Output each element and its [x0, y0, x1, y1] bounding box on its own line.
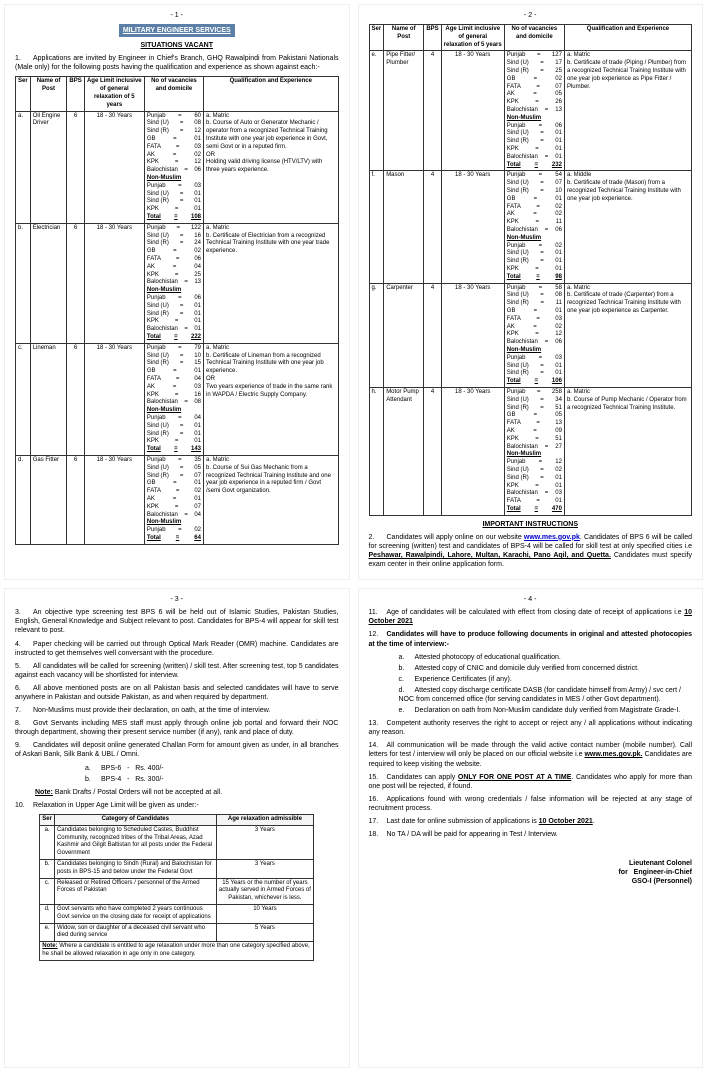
instr-9: 9.Candidates will deposit online generat…	[15, 741, 339, 759]
instr-14: 14.All communication will be made throug…	[369, 741, 693, 768]
col-header: Qualification and Experience	[564, 25, 691, 51]
instr-4: 4.Paper checking will be carried out thr…	[15, 640, 339, 658]
instr-11: 11.Age of candidates will be calculated …	[369, 608, 693, 626]
col-header: Qualification and Experience	[204, 77, 339, 111]
doc-row: d.Attested copy discharge certificate DA…	[399, 686, 693, 704]
page-3: - 3 - 3.An objective type screening test…	[4, 588, 350, 1068]
instr-12: 12.Candidates will have to produce follo…	[369, 630, 693, 648]
col-header: No of vacancies and domicile	[144, 77, 203, 111]
col-header: Age Limit inclusive of general relaxatio…	[84, 77, 144, 111]
posts-table-1: SerName of PostBPSAge Limit inclusive of…	[15, 76, 339, 544]
col-header: BPS	[424, 25, 441, 51]
instr-7: 7.Non-Muslims must provide their declara…	[15, 706, 339, 715]
instr-16: 16.Applications found with wrong credent…	[369, 795, 693, 813]
instr-17: 17.Last date for online submission of ap…	[369, 817, 693, 826]
relax-row: d.Govt servants who have completed 2 yea…	[40, 904, 314, 923]
post-row: c.Lineman618 - 30 YearsPunjab=79Sind (U)…	[16, 343, 339, 455]
instr-6: 6.All above mentioned posts are on all P…	[15, 684, 339, 702]
post-row: e.Pipe Fitter/ Plumber418 - 30 YearsPunj…	[369, 51, 692, 171]
doc-row: a.Attested photocopy of educational qual…	[399, 653, 693, 662]
docs-list: a.Attested photocopy of educational qual…	[369, 653, 693, 716]
relax-table: SerCategory of CandidatesAge relaxation …	[39, 814, 314, 961]
instr-8: 8.Govt Servants including MES staff must…	[15, 719, 339, 737]
doc-row: b.Attested copy of CNIC and domicile dul…	[399, 664, 693, 673]
relax-row: e.Widow, son or daughter of a deceased c…	[40, 923, 314, 942]
fee-note: Note: Bank Drafts / Postal Orders will n…	[35, 788, 339, 797]
instr-18: 18.No TA / DA will be paid for appearing…	[369, 830, 693, 839]
instr-10: 10.Relaxation in Upper Age Limit will be…	[15, 801, 339, 810]
instr-5: 5.All candidates will be called for scre…	[15, 662, 339, 680]
relax-row: b.Candidates belonging to Sindh (Rural) …	[40, 859, 314, 878]
website-link[interactable]: www.mes.gov.pk	[524, 534, 580, 541]
page-number: - 2 -	[369, 11, 693, 20]
post-row: f.Mason418 - 30 YearsPunjab=54Sind (U)=0…	[369, 171, 692, 283]
fee-list: a.BPS-6 - Rs. 400/- b.BPS-4 - Rs. 300/-	[55, 764, 339, 784]
page-number: - 1 -	[15, 11, 339, 20]
sub-title: SITUATIONS VACANT	[15, 41, 339, 50]
instr-15: 15.Candidates can apply ONLY FOR ONE POS…	[369, 773, 693, 791]
doc-row: c.Experience Certificates (if any).	[399, 675, 693, 684]
post-row: d.Gas Fitter618 - 30 YearsPunjab=35Sind …	[16, 455, 339, 544]
post-row: g.Carpenter418 - 30 YearsPunjab=58Sind (…	[369, 283, 692, 387]
fee-row: a.BPS-6 - Rs. 400/-	[85, 764, 339, 773]
col-header: Ser	[369, 25, 384, 51]
col-header: Age Limit inclusive of general relaxatio…	[441, 25, 504, 51]
posts-table-2: SerName of PostBPSAge Limit inclusive of…	[369, 24, 693, 516]
relax-row: c.Released or Retired Officers / personn…	[40, 878, 314, 904]
instr-13: 13.Competent authority reserves the righ…	[369, 719, 693, 737]
doc-row: e.Declaration on oath from Non-Muslim ca…	[399, 706, 693, 715]
page-2: - 2 - SerName of PostBPSAge Limit inclus…	[358, 4, 704, 580]
col-header: BPS	[67, 77, 84, 111]
page-number: - 4 -	[369, 595, 693, 604]
intro-para: 1.Applications are invited by Engineer i…	[15, 54, 339, 72]
instr-title: IMPORTANT INSTRUCTIONS	[369, 520, 693, 529]
col-header: Age relaxation admissible	[216, 814, 314, 825]
col-header: Name of Post	[30, 77, 67, 111]
col-header: Name of Post	[384, 25, 424, 51]
instr-3: 3.An objective type screening test BPS 6…	[15, 608, 339, 635]
org-title: MILITARY ENGINEER SERVICES	[119, 24, 235, 37]
fee-row: b.BPS-4 - Rs. 300/-	[85, 775, 339, 784]
page-1: - 1 - MILITARY ENGINEER SERVICES SITUATI…	[4, 4, 350, 580]
page-4: - 4 - 11.Age of candidates will be calcu…	[358, 588, 704, 1068]
instr-2: 2.Candidates will apply online on our we…	[369, 533, 693, 569]
col-header: Ser	[40, 814, 55, 825]
relax-note-row: Note: Where a candidate is entitled to a…	[40, 942, 314, 961]
col-header: Ser	[16, 77, 31, 111]
relax-row: a.Candidates belonging to Scheduled Cast…	[40, 825, 314, 859]
col-header: No of vacancies and domicile	[504, 25, 564, 51]
signature-block: Lieutenant Colonel for Engineer-in-Chief…	[369, 859, 693, 886]
post-row: a.Oil Engine Driver618 - 30 YearsPunjab=…	[16, 111, 339, 223]
page-number: - 3 -	[15, 595, 339, 604]
post-row: b.Electrician618 - 30 YearsPunjab=122Sin…	[16, 223, 339, 343]
post-row: h.Motor Pump Attendant418 - 30 YearsPunj…	[369, 387, 692, 515]
website-link-2[interactable]: www.mes.gov.pk.	[584, 751, 642, 758]
col-header: Category of Candidates	[54, 814, 216, 825]
